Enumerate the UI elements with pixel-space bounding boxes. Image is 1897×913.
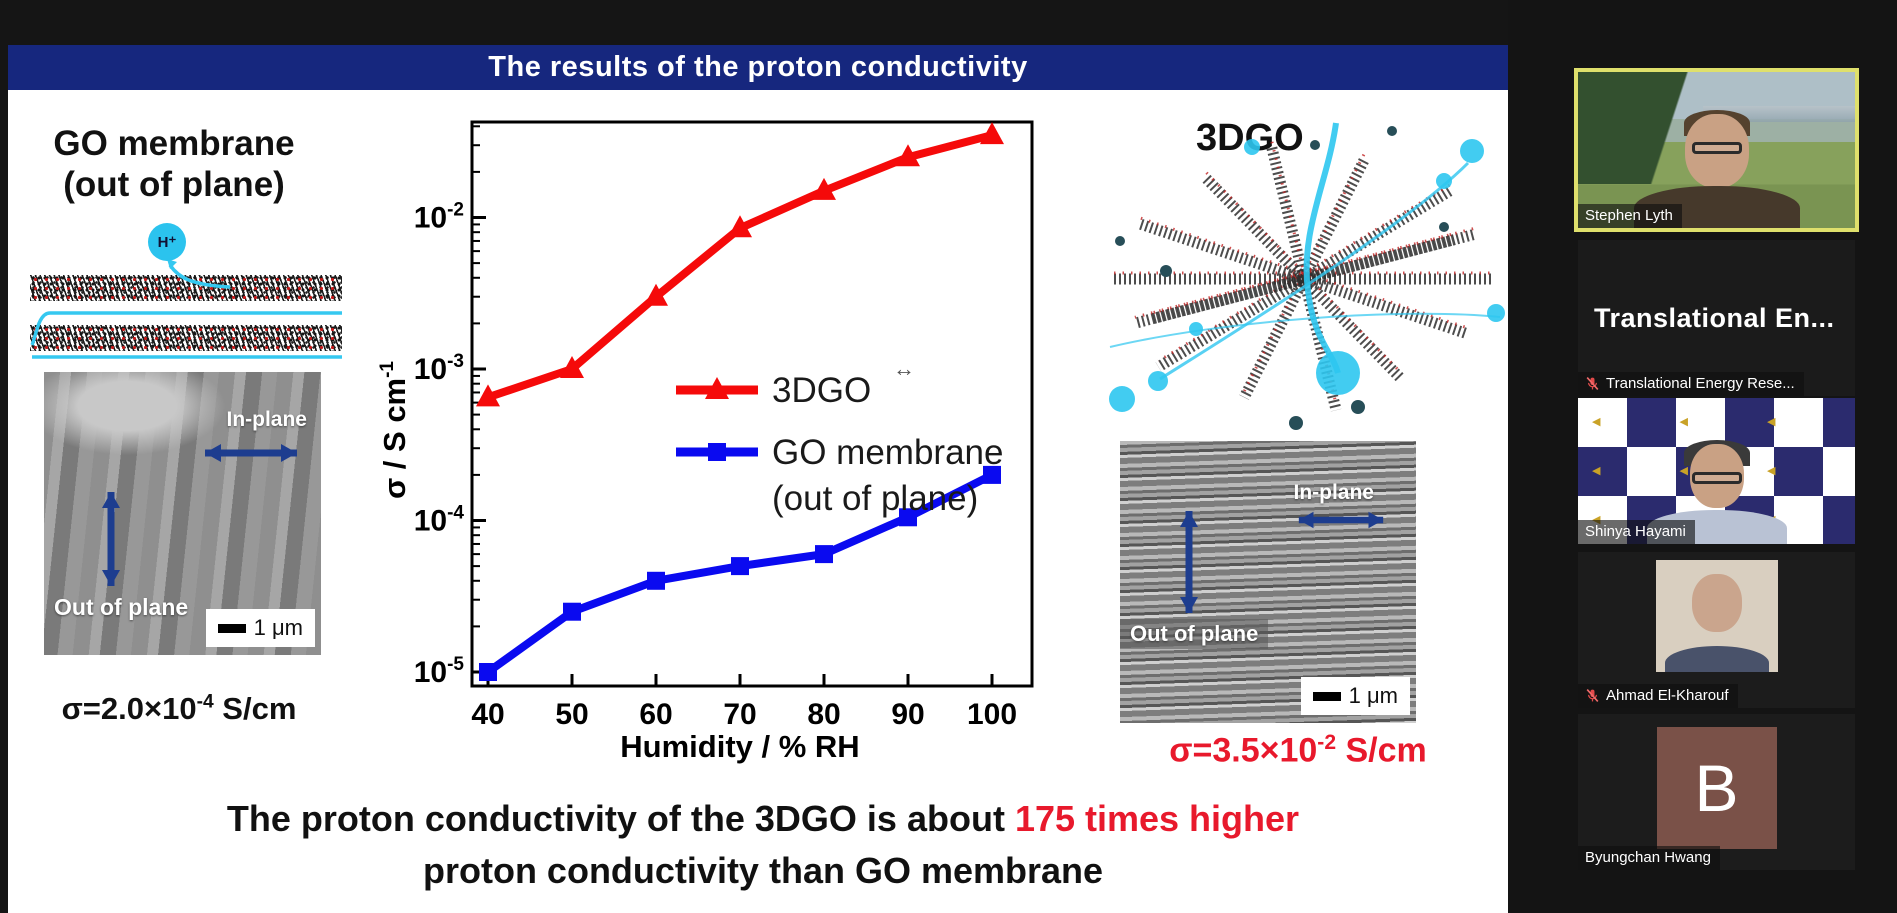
scale-bar: 1 μm bbox=[205, 609, 315, 647]
conductivity-chart: 10-2 10-3 10-4 10-540 50 60 70 80 90 100 Humidity … bbox=[377, 120, 1034, 764]
in-plane-label: In-plane bbox=[1293, 481, 1374, 504]
participant-nameplate: Shinya Hayami bbox=[1578, 520, 1695, 544]
svg-text:10-3: 10-3 bbox=[414, 351, 464, 386]
scale-bar: 1 μm bbox=[1300, 677, 1410, 715]
participant-nameplate: Ahmad El-Kharouf bbox=[1578, 684, 1738, 708]
participant-name: Shinya Hayami bbox=[1585, 523, 1686, 540]
shared-slide: The results of the proton conductivity G… bbox=[8, 45, 1508, 913]
go-membrane-heading: GO membrane (out of plane) bbox=[53, 124, 295, 205]
participant-tile-shinya-hayami[interactable]: Shinya Hayami bbox=[1578, 398, 1855, 544]
participant-name: Stephen Lyth bbox=[1585, 207, 1673, 224]
svg-text:70: 70 bbox=[723, 698, 756, 731]
in-plane-label: In-plane bbox=[226, 408, 307, 431]
svg-text:50: 50 bbox=[555, 698, 588, 731]
svg-text:80: 80 bbox=[807, 698, 840, 731]
out-of-plane-label: Out of plane bbox=[54, 594, 189, 620]
participant-photo bbox=[1578, 552, 1855, 708]
threedgo-structure-diagram bbox=[1109, 122, 1505, 430]
svg-text:GO membrane: GO membrane bbox=[772, 433, 1003, 472]
in-plane-arrow-icon bbox=[1298, 511, 1384, 529]
svg-text:10-5: 10-5 bbox=[414, 654, 465, 689]
atom-dot-icon bbox=[1309, 140, 1320, 150]
participant-tile-stephen-lyth[interactable]: Stephen Lyth bbox=[1574, 68, 1859, 232]
participant-tile-translational-energy-rese[interactable]: Translational En... Translational Energy… bbox=[1578, 240, 1855, 396]
svg-text:Humidity / % RH: Humidity / % RH bbox=[620, 729, 859, 764]
scale-bar-icon bbox=[1312, 691, 1341, 701]
go-sigma-value: σ=2.0×10-4 S/cm bbox=[61, 691, 297, 726]
proton-path-diagram bbox=[30, 259, 342, 359]
portrait bbox=[1691, 574, 1742, 632]
in-plane-arrow-icon bbox=[205, 444, 297, 462]
participant-nameplate: Translational Energy Rese... bbox=[1578, 372, 1804, 396]
glasses bbox=[1691, 472, 1742, 484]
participant-silhouette bbox=[1642, 440, 1792, 544]
svg-text:10-2: 10-2 bbox=[414, 200, 464, 235]
threedgo-sigma-value: σ=3.5×10-2 S/cm bbox=[1169, 731, 1427, 770]
participant-name: Ahmad El-Kharouf bbox=[1606, 687, 1729, 704]
svg-text:100: 100 bbox=[967, 698, 1017, 731]
participant-display-text: Translational En... bbox=[1578, 240, 1855, 396]
mic-muted-icon bbox=[1586, 377, 1599, 390]
svg-text:3DGO: 3DGO bbox=[772, 371, 871, 410]
slide-caption: The proton conductivity of the 3DGO is a… bbox=[226, 798, 1300, 892]
proton-label: H⁺ bbox=[148, 223, 186, 261]
svg-text:60: 60 bbox=[639, 698, 672, 731]
avatar-initial: B bbox=[1694, 751, 1739, 825]
go-sheet-layer bbox=[30, 325, 342, 351]
scale-bar-icon bbox=[217, 623, 246, 633]
cursor-artifact-icon: ↔ bbox=[893, 356, 915, 381]
svg-text:σ / S cm-1: σ / S cm-1 bbox=[377, 361, 412, 499]
slide-title: The results of the proton conductivity bbox=[488, 51, 1028, 83]
slide-title-bar: The results of the proton conductivity bbox=[8, 45, 1508, 90]
svg-text:90: 90 bbox=[891, 698, 924, 731]
threedgo-sem-image: In-plane Out of plane 1 μm bbox=[1120, 441, 1416, 723]
svg-text:10-4: 10-4 bbox=[414, 503, 465, 538]
go-membrane-structure-diagram: H⁺ bbox=[30, 217, 342, 367]
participant-nameplate: Stephen Lyth bbox=[1578, 204, 1682, 228]
svg-text:40: 40 bbox=[471, 698, 504, 731]
participant-name: Translational Energy Rese... bbox=[1606, 375, 1795, 392]
go-membrane-sem-image: In-plane Out of plane 1 μm bbox=[44, 372, 321, 655]
participant-nameplate: Byungchan Hwang bbox=[1578, 846, 1720, 870]
participant-tile-ahmad-el-kharouf[interactable]: Ahmad El-Kharouf bbox=[1578, 552, 1855, 708]
svg-text:(out of plane): (out of plane) bbox=[772, 479, 978, 518]
glasses bbox=[1691, 142, 1742, 154]
participants-sidebar: Stephen Lyth Translational En... bbox=[1508, 0, 1897, 913]
out-of-plane-arrow-icon bbox=[1180, 511, 1198, 613]
participant-tile-byungchan-hwang[interactable]: B Byungchan Hwang bbox=[1578, 714, 1855, 870]
participant-name: Byungchan Hwang bbox=[1585, 849, 1711, 866]
mic-muted-icon bbox=[1586, 689, 1599, 702]
out-of-plane-label: Out of plane bbox=[1120, 619, 1269, 649]
participant-avatar: B bbox=[1578, 714, 1855, 870]
out-of-plane-arrow-icon bbox=[102, 492, 120, 586]
